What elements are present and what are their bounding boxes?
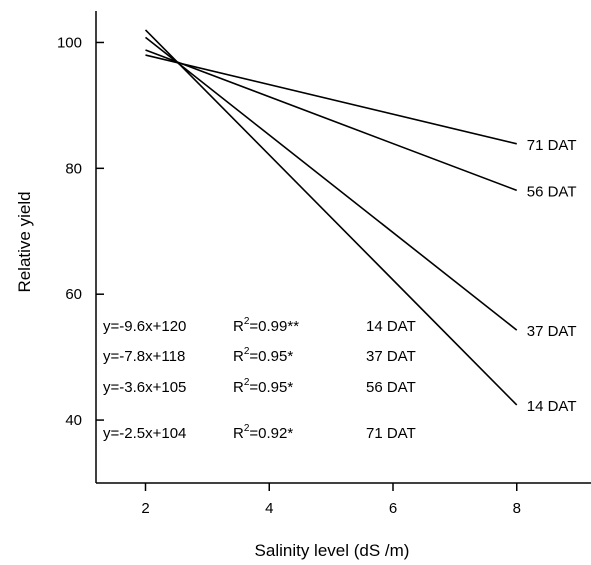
y-tick-label: 100: [57, 34, 82, 51]
series-label: 56 DAT: [527, 183, 577, 200]
series-label: 37 DAT: [527, 323, 577, 340]
x-tick-label: 4: [265, 500, 273, 517]
equation-r-squared: R2=0.95*: [233, 377, 293, 396]
y-axis-title: Relative yield: [15, 191, 34, 292]
equation-label: 56 DAT: [366, 379, 416, 396]
equation-row: y=-2.5x+104 R2=0.92* 71 DAT: [103, 423, 416, 442]
equation-formula: y=-3.6x+105: [103, 379, 186, 396]
equations: y=-9.6x+120 R2=0.99** 14 DAT y=-7.8x+118 R2=…: [103, 316, 416, 442]
series-line: [145, 36, 518, 331]
x-axis-title: Salinity level (dS /m): [255, 541, 410, 560]
x-tick-label: 6: [389, 500, 397, 517]
series-lines: [144, 29, 518, 406]
equation-formula: y=-2.5x+104: [103, 425, 186, 442]
y-tick-label: 60: [65, 286, 82, 303]
equation-r-squared: R2=0.99**: [233, 316, 299, 335]
series-line: [145, 54, 517, 145]
y-tick-label: 40: [65, 412, 82, 429]
series-label: 71 DAT: [527, 137, 577, 154]
series-line: [145, 49, 518, 192]
y-tick-label: 80: [65, 160, 82, 177]
equation-r-squared: R2=0.92*: [233, 423, 293, 442]
equation-formula: y=-7.8x+118: [103, 348, 185, 365]
equation-label: 71 DAT: [366, 425, 416, 442]
equation-formula: y=-9.6x+120: [103, 318, 186, 335]
equation-row: y=-3.6x+105 R2=0.95* 56 DAT: [103, 377, 416, 396]
equation-row: y=-9.6x+120 R2=0.99** 14 DAT: [103, 316, 416, 335]
axes: 40 60 80 100 2 4 6 8: [57, 11, 591, 517]
equation-label: 37 DAT: [366, 348, 416, 365]
x-tick-label: 2: [141, 500, 149, 517]
equation-row: y=-7.8x+118 R2=0.95* 37 DAT: [103, 346, 416, 365]
x-tick-label: 8: [513, 500, 521, 517]
series-label: 14 DAT: [527, 398, 577, 415]
equation-r-squared: R2=0.95*: [233, 346, 293, 365]
series-line: [144, 29, 518, 406]
series-labels: 14 DAT 37 DAT 56 DAT 71 DAT: [527, 137, 577, 415]
equation-label: 14 DAT: [366, 318, 416, 335]
